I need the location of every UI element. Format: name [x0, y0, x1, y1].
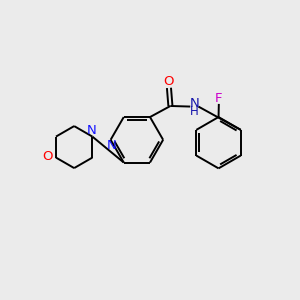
- Text: O: O: [43, 150, 53, 163]
- Text: O: O: [164, 75, 174, 88]
- Text: H: H: [190, 105, 199, 118]
- Text: N: N: [190, 98, 199, 110]
- Text: N: N: [87, 124, 97, 137]
- Text: F: F: [215, 92, 223, 105]
- Text: N: N: [106, 139, 116, 152]
